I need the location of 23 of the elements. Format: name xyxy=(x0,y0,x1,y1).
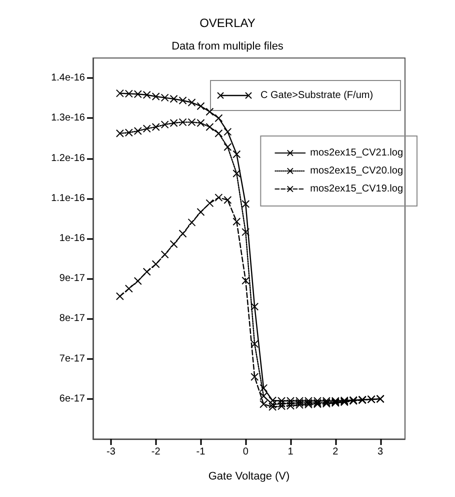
x-tick-label: -2 xyxy=(151,446,161,458)
x-axis-title: Gate Voltage (V) xyxy=(208,470,290,482)
legend-label: mos2ex15_CV21.log xyxy=(310,148,404,158)
y-tick-label: 6e-17 xyxy=(59,393,86,404)
y-tick-label: 7e-17 xyxy=(59,353,86,364)
y-tick-label: 1.1e-16 xyxy=(51,192,86,204)
legend-label: mos2ex15_CV20.log xyxy=(310,166,404,176)
x-tick-label: 3 xyxy=(378,446,384,458)
y-tick-label: 8e-17 xyxy=(59,313,86,324)
y-tick-label: 1e-16 xyxy=(59,232,86,244)
y-tick-label: 1.4e-16 xyxy=(51,72,86,84)
chart-title: OVERLAY xyxy=(200,16,256,30)
chart-subtitle: Data from multiple files xyxy=(172,40,284,52)
x-tick-label: -1 xyxy=(196,446,206,458)
x-tick-label: 2 xyxy=(332,446,339,458)
legend-label: mos2ex15_CV19.log xyxy=(310,184,404,194)
y-tick-label: 1.2e-16 xyxy=(51,152,86,164)
x-tick-label: -3 xyxy=(106,446,116,458)
y-tick-label: 9e-17 xyxy=(59,273,86,284)
y-axis-title: C Gate>Substrate (F/um) xyxy=(260,90,374,101)
x-tick-label: 1 xyxy=(288,446,294,458)
x-tick-label: 0 xyxy=(242,446,249,458)
y-tick-label: 1.3e-16 xyxy=(51,112,86,124)
